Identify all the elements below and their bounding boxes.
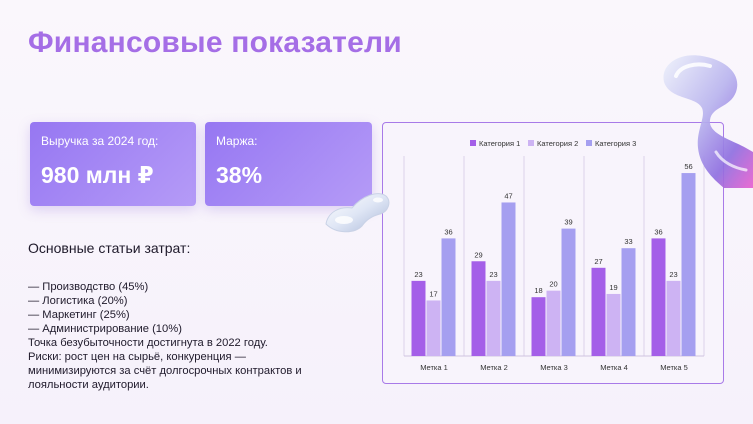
- data-label: 29: [474, 250, 482, 259]
- cost-item-production: — Производство (45%): [28, 281, 149, 293]
- data-label: 56: [684, 162, 692, 171]
- bar-series3-5: [681, 173, 696, 356]
- data-label: 39: [564, 218, 572, 227]
- data-label: 17: [429, 289, 437, 298]
- data-label: 23: [414, 270, 422, 279]
- bar-series2-3: [546, 290, 561, 356]
- notes-block: Точка безубыточности достигнута в 2022 г…: [28, 336, 328, 392]
- bar-series3-2: [501, 202, 516, 356]
- bar-series1-5: [651, 238, 666, 356]
- bar-series1-1: [411, 280, 426, 356]
- margin-value: 38%: [216, 162, 263, 188]
- bar-series2-2: [486, 280, 501, 356]
- data-label: 20: [549, 280, 557, 289]
- bar-series3-3: [561, 228, 576, 356]
- x-tick-label: Метка 1: [420, 363, 448, 372]
- breakeven-note: Точка безубыточности достигнута в 2022 г…: [28, 337, 268, 349]
- page-title: Финансовые показатели: [28, 26, 402, 59]
- cost-item-marketing: — Маркетинг (25%): [28, 309, 130, 321]
- bar-series1-4: [591, 267, 606, 356]
- x-tick-label: Метка 5: [660, 363, 688, 372]
- legend-swatch: [470, 140, 476, 146]
- legend-swatch: [528, 140, 534, 146]
- x-tick-label: Метка 3: [540, 363, 568, 372]
- cost-item-logistics: — Логистика (20%): [28, 295, 128, 307]
- bar-series2-4: [606, 293, 621, 356]
- bar-series2-1: [426, 300, 441, 356]
- revenue-value: 980 млн ₽: [41, 162, 154, 188]
- legend-label: Категория 2: [537, 139, 578, 148]
- legend-label: Категория 1: [479, 139, 520, 148]
- data-label: 18: [534, 286, 542, 295]
- bar-series3-1: [441, 238, 456, 356]
- bar-series1-3: [531, 297, 546, 356]
- revenue-label: Выручка за 2024 год:: [41, 134, 159, 148]
- x-tick-label: Метка 4: [600, 363, 628, 372]
- data-label: 36: [654, 227, 662, 236]
- bar-series3-4: [621, 248, 636, 356]
- data-label: 19: [609, 283, 617, 292]
- bar-series2-5: [666, 280, 681, 356]
- data-label: 36: [444, 227, 452, 236]
- risks-note: Риски: рост цен на сырьё, конкуренция — …: [28, 351, 302, 391]
- cost-item-administration: — Администрирование (10%): [28, 323, 182, 335]
- glass-blob-large: [663, 55, 753, 188]
- bar-chart: 23 29 18 27 36 17 23 20 19 23 36 47 39 33 56 Метка 1 Мет…: [403, 139, 705, 372]
- margin-card: Маржа: 38%: [205, 122, 372, 206]
- data-label: 23: [489, 270, 497, 279]
- glass-blob-small: [325, 193, 390, 233]
- costs-heading: Основные статьи затрат:: [28, 240, 191, 256]
- x-tick-label: Метка 2: [480, 363, 508, 372]
- data-label: 27: [594, 257, 602, 266]
- data-label: 47: [504, 191, 512, 200]
- revenue-card: Выручка за 2024 год: 980 млн ₽: [30, 122, 196, 206]
- legend-label: Категория 3: [595, 139, 636, 148]
- data-label: 33: [624, 237, 632, 246]
- legend-swatch: [586, 140, 592, 146]
- data-label: 23: [669, 270, 677, 279]
- costs-list: — Производство (45%) — Логистика (20%) —…: [28, 280, 182, 336]
- margin-label: Маржа:: [216, 134, 258, 148]
- bar-series1-2: [471, 261, 486, 356]
